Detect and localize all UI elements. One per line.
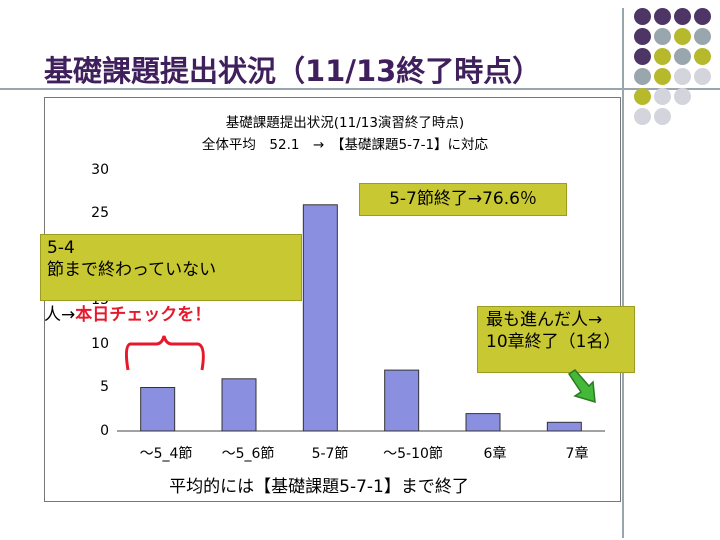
decor-dot (654, 108, 671, 125)
decor-dot (674, 68, 691, 85)
x-tick-label: ～5_6節 (221, 446, 275, 462)
bar-0 (140, 387, 176, 432)
decor-dot (634, 108, 651, 125)
bar-3 (384, 369, 420, 432)
decor-dot (674, 88, 691, 105)
decor-dot (654, 68, 671, 85)
left-callout-line1: 5-4 (47, 238, 75, 258)
decor-dot (634, 68, 651, 85)
decor-dot (634, 8, 651, 25)
decor-dot (654, 28, 671, 45)
chart-subtitle: 全体平均 52.1 → 【基礎課題5-7-1】に対応 (201, 137, 489, 153)
x-tick-label: 6章 (483, 446, 507, 462)
right-callout-line2: 10章終了（1名） (486, 332, 621, 352)
bar-5 (546, 421, 582, 432)
decor-dot (634, 88, 651, 105)
left-note: 人→本日チェックを！ (44, 300, 211, 325)
y-tick-label: 10 (91, 336, 109, 352)
bar-chart (117, 204, 605, 432)
top-callout: 5-7節終了→76.6％ (359, 183, 567, 216)
right-callout: 最も進んだ人→ 10章終了（1名） (477, 306, 635, 373)
bar-1 (221, 378, 257, 432)
right-callout-line1: 最も進んだ人→ (486, 310, 603, 330)
red-brace-icon (124, 335, 205, 371)
bar-4 (465, 413, 501, 432)
y-tick-label: 30 (91, 162, 109, 178)
decor-dot (694, 28, 711, 45)
decor-dot (654, 88, 671, 105)
decor-dot (654, 48, 671, 65)
x-tick-label: ～5_4節 (139, 446, 193, 462)
decor-dot (634, 48, 651, 65)
x-tick-label: 5-7節 (311, 446, 349, 462)
decor-dot (674, 28, 691, 45)
decor-dot (674, 8, 691, 25)
left-note-prefix: 人→ (44, 305, 76, 325)
decor-vertical-line (622, 8, 624, 538)
y-tick-label: 0 (100, 423, 109, 439)
decor-dot (674, 48, 691, 65)
y-tick-label: 25 (91, 205, 109, 221)
decor-dot (654, 8, 671, 25)
slide-title: 基礎課題提出状況（11/13終了時点） (44, 54, 542, 88)
x-tick-label: ～5-10節 (383, 446, 443, 462)
left-note-highlight: 本日チェックを！ (75, 305, 212, 325)
decor-dot (694, 8, 711, 25)
decor-dot (634, 28, 651, 45)
y-tick-label: 5 (100, 379, 109, 395)
left-callout: 5-4 節まで終わっていない (40, 234, 302, 301)
decor-dot (694, 48, 711, 65)
green-arrow-icon (567, 369, 596, 404)
x-tick-label: 7章 (565, 446, 589, 462)
chart-title-block: 基礎課題提出状況(11/13演習終了時点) 全体平均 52.1 → 【基礎課題5… (175, 112, 515, 156)
left-callout-line2: 節まで終わっていない (47, 260, 217, 280)
decor-horizontal-line (0, 88, 720, 90)
chart-area: 基礎課題提出状況(11/13演習終了時点) 全体平均 52.1 → 【基礎課題5… (44, 97, 621, 502)
decor-dot (694, 68, 711, 85)
chart-title: 基礎課題提出状況(11/13演習終了時点) (225, 115, 465, 131)
bar-2 (302, 204, 338, 432)
bottom-note: 平均的には【基礎課題5-7-1】まで終了 (169, 477, 469, 497)
